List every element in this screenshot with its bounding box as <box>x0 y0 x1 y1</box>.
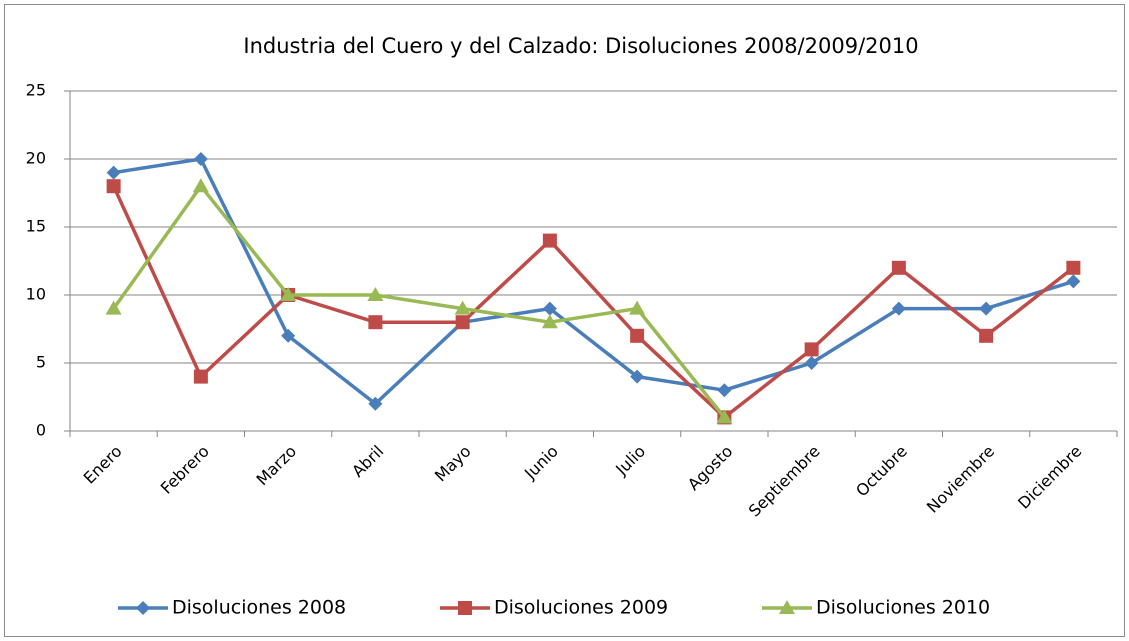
marker <box>281 328 296 343</box>
marker <box>458 601 472 615</box>
legend-label: Disoluciones 2008 <box>172 597 346 619</box>
marker <box>629 300 646 315</box>
marker <box>193 152 208 166</box>
marker <box>542 233 557 248</box>
marker <box>368 396 383 411</box>
chart-title: Industria del Cuero y del Calzado: Disol… <box>243 34 918 58</box>
marker <box>1066 274 1081 289</box>
marker <box>804 342 819 357</box>
marker <box>367 287 384 301</box>
legend-label: Disoluciones 2009 <box>494 597 668 619</box>
series-line <box>112 185 1075 420</box>
marker <box>891 260 906 275</box>
marker <box>979 301 994 316</box>
marker <box>105 300 122 315</box>
y-tick-label: 5 <box>36 353 46 372</box>
marker <box>136 601 150 615</box>
marker <box>454 300 471 315</box>
y-tick-label: 0 <box>36 421 46 440</box>
marker <box>106 179 121 194</box>
marker <box>542 301 557 316</box>
y-tick-label: 20 <box>26 149 46 168</box>
marker <box>193 369 208 384</box>
marker <box>106 165 121 180</box>
y-tick-label: 25 <box>26 81 46 100</box>
marker <box>779 600 795 614</box>
marker <box>541 314 558 329</box>
marker <box>891 301 906 316</box>
marker <box>1066 260 1081 275</box>
y-tick-label: 15 <box>26 217 46 236</box>
marker <box>717 383 732 398</box>
legend-label: Disoluciones 2010 <box>816 597 990 619</box>
marker <box>630 328 645 343</box>
marker <box>979 328 994 343</box>
marker <box>804 356 819 370</box>
marker <box>455 315 470 330</box>
marker <box>280 287 297 301</box>
marker <box>368 315 383 330</box>
marker <box>716 409 733 424</box>
marker <box>192 178 209 193</box>
marker <box>630 369 645 384</box>
series-line <box>112 184 726 419</box>
y-tick-label: 10 <box>26 285 46 304</box>
